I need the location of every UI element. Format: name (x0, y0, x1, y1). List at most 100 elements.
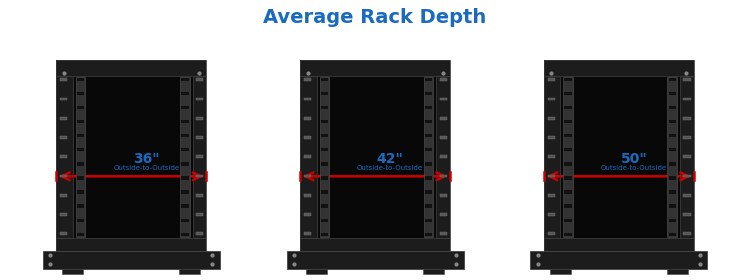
Bar (321, 120, 328, 123)
Bar (304, 232, 311, 235)
Bar (564, 92, 572, 95)
Bar (440, 175, 447, 178)
Bar (304, 213, 311, 216)
Bar (683, 136, 691, 139)
Bar (300, 76, 316, 238)
Bar (683, 175, 691, 178)
Bar (668, 120, 676, 123)
Bar (306, 269, 327, 274)
Bar (563, 77, 573, 237)
Bar (321, 162, 328, 165)
Bar (548, 213, 555, 216)
Bar (321, 190, 328, 194)
Bar (564, 162, 572, 165)
Bar (424, 120, 432, 123)
Bar (548, 194, 555, 197)
Bar (564, 219, 572, 222)
Bar (423, 269, 444, 274)
Bar (424, 190, 432, 194)
Bar (668, 204, 676, 208)
Bar (196, 213, 203, 216)
Bar (320, 77, 329, 237)
Bar (304, 117, 311, 120)
Bar (564, 78, 572, 81)
Bar (548, 155, 555, 158)
Bar (182, 190, 189, 194)
Bar (60, 78, 68, 81)
Bar (683, 232, 691, 235)
Bar (196, 175, 203, 178)
Bar (321, 134, 328, 137)
Bar (548, 78, 555, 81)
Bar (196, 194, 203, 197)
Bar (321, 233, 328, 236)
Bar (304, 98, 311, 101)
Bar (56, 76, 73, 238)
Bar (182, 92, 189, 95)
Text: Outside-to-Outside: Outside-to-Outside (113, 165, 179, 171)
Bar (182, 148, 189, 151)
Bar (76, 219, 84, 222)
Bar (76, 162, 84, 165)
Bar (683, 194, 691, 197)
Bar (530, 251, 707, 269)
Bar (321, 176, 328, 180)
Bar (548, 98, 555, 101)
Bar (668, 219, 676, 222)
Bar (76, 233, 84, 236)
Bar (564, 148, 572, 151)
Bar (60, 155, 68, 158)
Bar (668, 190, 676, 194)
Bar (424, 78, 432, 81)
Bar (182, 78, 189, 81)
Bar (182, 219, 189, 222)
Bar (424, 106, 432, 109)
Bar (683, 213, 691, 216)
Bar (668, 148, 676, 151)
Bar (304, 136, 311, 139)
Bar (544, 60, 694, 76)
Bar (548, 117, 555, 120)
Bar (424, 219, 432, 222)
Bar (544, 60, 694, 251)
Bar (43, 251, 220, 269)
Bar (76, 204, 84, 208)
Bar (424, 148, 432, 151)
Bar (196, 98, 203, 101)
Bar (60, 213, 68, 216)
Bar (300, 60, 450, 76)
Bar (440, 117, 447, 120)
Bar (196, 117, 203, 120)
Bar (424, 134, 432, 137)
Bar (680, 76, 694, 238)
Bar (60, 175, 68, 178)
Bar (544, 238, 694, 251)
Bar (76, 148, 84, 151)
Bar (683, 78, 691, 81)
Bar (424, 204, 432, 208)
Bar (304, 78, 311, 81)
Bar (62, 269, 83, 274)
Bar (668, 162, 676, 165)
Bar (60, 194, 68, 197)
Text: Outside-to-Outside: Outside-to-Outside (357, 165, 423, 171)
Bar (196, 232, 203, 235)
Bar (440, 78, 447, 81)
Bar (683, 98, 691, 101)
Bar (56, 60, 206, 76)
Bar (60, 117, 68, 120)
Bar (321, 219, 328, 222)
Bar (182, 120, 189, 123)
Bar (667, 269, 688, 274)
Bar (76, 77, 86, 237)
Bar (668, 106, 676, 109)
Bar (683, 117, 691, 120)
Text: Outside-to-Outside: Outside-to-Outside (601, 165, 667, 171)
Text: 50": 50" (620, 153, 647, 167)
Bar (668, 176, 676, 180)
Bar (182, 233, 189, 236)
Bar (60, 136, 68, 139)
Bar (76, 78, 84, 81)
Bar (76, 92, 84, 95)
Bar (76, 106, 84, 109)
